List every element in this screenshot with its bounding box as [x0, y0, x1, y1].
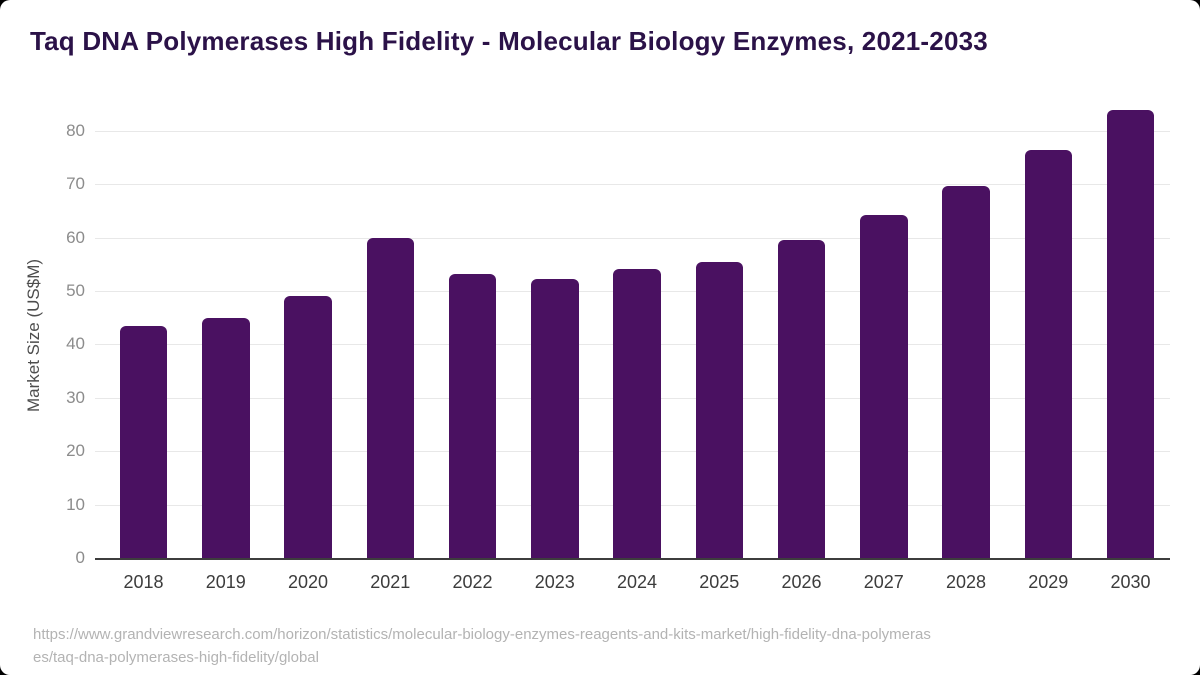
- plot-area: 0 10 20 30 40 50 60 70 80 2018 2019 2020 2021 2022 202…: [66, 104, 1170, 592]
- x-tick-label: 2021: [370, 572, 411, 592]
- x-tick-label: 2019: [205, 572, 246, 592]
- chart-title: Taq DNA Polymerases High Fidelity - Mole…: [30, 26, 988, 56]
- gridline: [95, 130, 1170, 132]
- x-tick-label: 2018: [123, 572, 164, 592]
- x-tick-label: 2030: [1110, 572, 1151, 592]
- y-axis-title: Market Size (US$M): [24, 258, 43, 412]
- bar-2018: [119, 325, 168, 558]
- x-tick-label: 2026: [781, 572, 822, 592]
- x-tick-label: 2027: [863, 572, 904, 592]
- bar-2021: [366, 237, 414, 558]
- gridline: [95, 184, 1170, 186]
- bar-2027: [860, 214, 908, 558]
- bar-2020: [284, 296, 332, 558]
- x-axis-line: [95, 558, 1170, 560]
- y-tick-label: 20: [66, 441, 85, 461]
- x-tick-label: 2020: [287, 572, 329, 592]
- source-url: https://www.grandviewresearch.com/horizo…: [33, 626, 931, 666]
- x-tick-label: 2022: [452, 572, 493, 592]
- bar-2028: [942, 185, 990, 558]
- bar-2030: [1106, 110, 1155, 558]
- bar-2019: [202, 317, 250, 558]
- x-tick-label: 2025: [699, 572, 740, 592]
- gridline: [95, 237, 1170, 239]
- bar-2024: [613, 268, 661, 558]
- bar-2029: [1024, 150, 1072, 558]
- bar-2025: [695, 261, 743, 558]
- x-tick-label: 2028: [945, 572, 987, 592]
- y-tick-label: 30: [66, 387, 85, 407]
- y-tick-label: 80: [66, 120, 85, 140]
- x-tick-label: 2029: [1028, 572, 1069, 592]
- bar-2026: [777, 239, 826, 558]
- x-tick-label: 2023: [534, 572, 575, 592]
- y-tick-label: 60: [66, 227, 85, 247]
- y-tick-label: 40: [66, 334, 85, 354]
- y-tick-label: 0: [75, 548, 85, 567]
- y-tick-label: 50: [66, 280, 85, 300]
- y-tick-label: 70: [66, 174, 85, 194]
- y-tick-label: 10: [66, 494, 85, 514]
- bar-2022: [448, 274, 497, 558]
- bar-2023: [531, 279, 579, 558]
- x-tick-label: 2024: [616, 572, 658, 592]
